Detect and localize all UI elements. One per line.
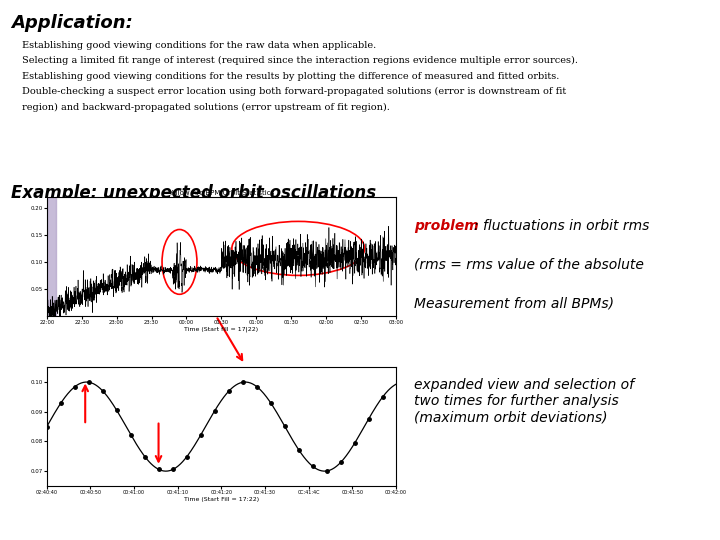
Text: Double-checking a suspect error location using both forward-propagated solutions: Double-checking a suspect error location…	[22, 87, 566, 96]
Text: : fluctuations in orbit rms: : fluctuations in orbit rms	[474, 219, 649, 233]
Text: (rms = rms value of the absolute: (rms = rms value of the absolute	[414, 258, 644, 272]
Bar	[47, 197, 55, 316]
X-axis label: Time (Start fill = 17|22): Time (Start fill = 17|22)	[184, 327, 258, 332]
Text: Establishing good viewing conditions for the raw data when applicable.: Establishing good viewing conditions for…	[22, 40, 376, 50]
X-axis label: Time (Start Fill = 17:22): Time (Start Fill = 17:22)	[184, 497, 259, 502]
Text: expanded view and selection of
two times for further analysis
(maximum orbit dev: expanded view and selection of two times…	[414, 378, 634, 424]
Title: Yellow Arc BPM Orbit Statistics: Yellow Arc BPM Orbit Statistics	[168, 190, 274, 196]
Text: region) and backward-propagated solutions (error upstream of fit region).: region) and backward-propagated solution…	[22, 103, 390, 112]
Text: Example: unexpected orbit oscillations: Example: unexpected orbit oscillations	[11, 184, 376, 201]
Text: Selecting a limited fit range of interest (required since the interaction region: Selecting a limited fit range of interes…	[22, 56, 577, 65]
Text: problem: problem	[414, 219, 479, 233]
Text: Application:: Application:	[11, 14, 132, 31]
Text: Establishing good viewing conditions for the results by plotting the difference : Establishing good viewing conditions for…	[22, 72, 559, 80]
Text: Measurement from all BPMs): Measurement from all BPMs)	[414, 296, 614, 310]
